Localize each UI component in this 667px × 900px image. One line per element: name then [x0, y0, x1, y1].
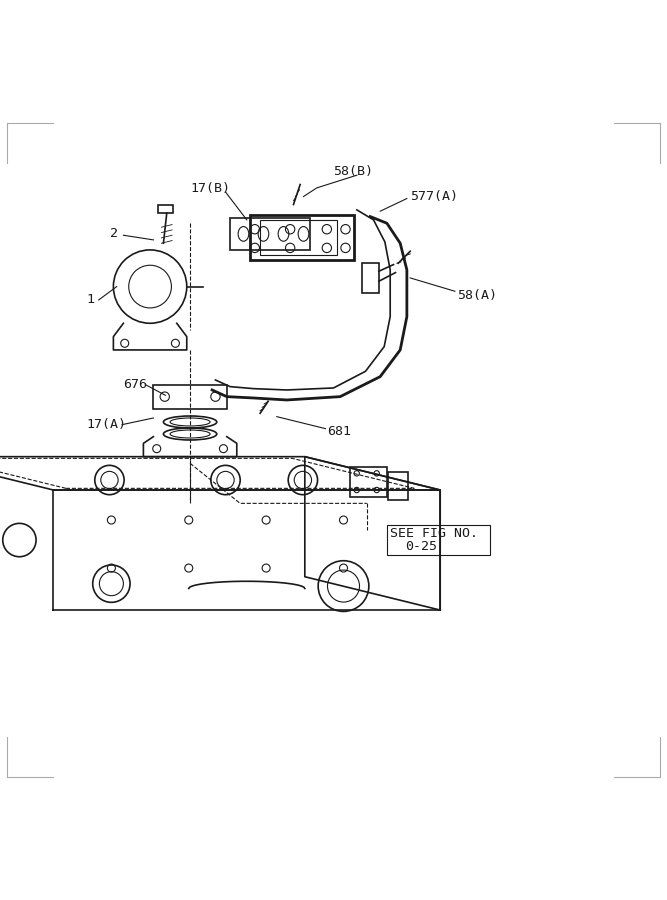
- Text: SEE FIG NO.: SEE FIG NO.: [390, 526, 478, 540]
- Text: 17(A): 17(A): [87, 418, 127, 431]
- Text: 0-25: 0-25: [406, 540, 438, 554]
- Text: 681: 681: [327, 426, 351, 438]
- Bar: [158, 205, 173, 213]
- Text: 2: 2: [110, 227, 118, 239]
- Text: 17(B): 17(B): [190, 182, 230, 195]
- Text: 676: 676: [123, 378, 147, 392]
- Text: 58(A): 58(A): [457, 289, 497, 302]
- Text: 577(A): 577(A): [410, 190, 458, 203]
- Text: 58(B): 58(B): [334, 165, 374, 177]
- Text: 1: 1: [87, 293, 95, 306]
